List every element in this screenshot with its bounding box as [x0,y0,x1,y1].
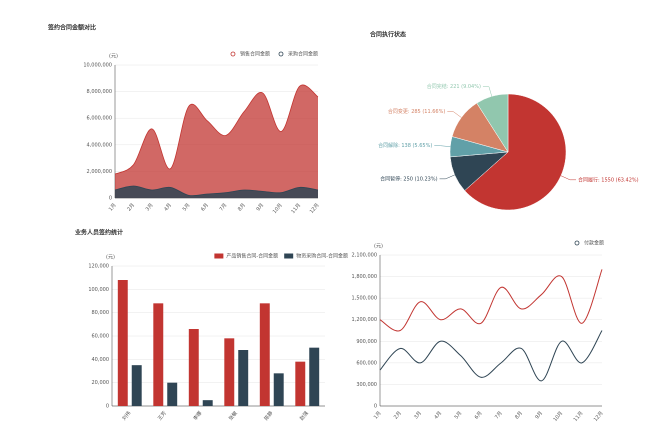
y-tick-label: 0 [109,196,112,202]
x-tick-label: 6月 [200,202,210,212]
bar [309,347,320,406]
chart-title: 合同执行状态 [370,31,406,39]
legend-label: 采购合同金额 [288,51,318,58]
x-tick-label: 10月 [552,410,564,423]
y-tick-label: 4,000,000 [87,142,112,148]
x-tick-label: 3月 [413,410,423,420]
label-line [560,175,577,181]
legend-label: 付款金额 [584,240,604,247]
bar [188,329,199,406]
x-tick-label: 7月 [219,202,229,212]
y-tick-label: 1,500,000 [352,296,377,302]
y-axis-unit: (元) [374,244,383,250]
label-line [482,86,492,97]
bar [224,338,235,406]
x-tick-label: 7月 [494,410,504,420]
y-tick-label: 20,000 [92,380,110,386]
y-tick-label: 100,000 [88,287,109,293]
x-tick-label: 8月 [514,410,524,420]
chart-title: 业务人员签约统计 [75,229,123,237]
y-tick-label: 1,800,000 [352,274,377,280]
x-tick-label: 12月 [593,410,605,423]
bar [259,303,270,406]
line [379,269,603,332]
line [114,185,319,197]
bar [238,350,249,406]
x-tick-label: 9月 [534,410,544,420]
x-tick-label: 8月 [237,202,247,212]
line [379,330,603,382]
x-tick-label: 1月 [108,202,118,212]
x-tick-label: 11月 [573,410,585,423]
chart-title: 签约合同金额对比 [47,24,96,32]
legend-label: 产品销售合同-合同金额 [226,253,278,260]
slice-label: 合同解除: 138 (5.65%) [378,142,432,149]
x-tick-label: 2月 [393,410,403,420]
x-tick-label: 张敏 [227,410,239,422]
legend-swatch [284,253,294,259]
label-line [447,111,462,118]
x-tick-label: 2月 [126,202,136,212]
x-tick-label: 赵强 [298,410,310,422]
x-tick-label: 4月 [163,202,173,212]
y-tick-label: 80,000 [92,310,110,316]
x-tick-label: 李娜 [192,410,204,422]
x-tick-label: 9月 [255,202,265,212]
x-tick-label: 4月 [433,410,443,420]
y-tick-label: 60,000 [92,334,110,340]
area [115,84,318,198]
x-tick-label: 10月 [272,202,284,215]
legend-swatch [214,253,224,259]
slice-label: 合同暂停: 250 (10.23%) [380,175,437,182]
slice-label: 合同完结: 221 (9.04%) [427,83,481,90]
legend-swatch [278,51,284,57]
bar [167,382,178,406]
x-tick-label: 3月 [145,202,155,212]
pie-slice [464,93,567,211]
y-tick-label: 6,000,000 [87,116,112,122]
y-tick-label: 900,000 [356,339,377,345]
legend-label: 销售合同金额 [240,51,270,58]
y-tick-label: 8,000,000 [87,89,112,95]
y-tick-label: 0 [106,404,109,410]
y-tick-label: 300,000 [356,382,377,388]
y-axis-unit: (元) [106,255,115,261]
label-line [439,174,455,180]
y-tick-label: 10,000,000 [83,63,112,69]
x-tick-label: 刘伟 [121,410,133,422]
x-tick-label: 5月 [182,202,192,212]
x-tick-label: 5月 [454,410,464,420]
line [114,84,319,175]
y-tick-label: 2,000,000 [87,169,112,175]
bar [117,280,128,406]
y-tick-label: 600,000 [356,360,377,366]
label-line [434,145,451,147]
bar [273,373,284,406]
bar [131,365,142,406]
legend-swatch [230,51,236,57]
x-tick-label: 1月 [373,410,383,420]
y-axis-unit: (元) [109,54,118,60]
slice-label: 合同变更: 285 (11.66%) [388,108,445,115]
bar [202,400,213,406]
x-tick-label: 6月 [474,410,484,420]
area [115,186,318,198]
y-tick-label: 40,000 [92,357,110,363]
slice-label: 合同履行: 1550 (63.42%) [578,176,639,183]
legend-swatch [574,240,580,246]
y-tick-label: 2,100,000 [352,253,377,259]
y-tick-label: 120,000 [88,264,109,270]
y-tick-label: 1,200,000 [352,317,377,323]
x-tick-label: 陈静 [263,410,275,422]
x-tick-label: 11月 [290,202,302,215]
x-tick-label: 王芳 [156,410,168,422]
bar [295,361,306,406]
x-tick-label: 12月 [309,202,321,215]
bar [153,303,164,406]
legend-label: 物资采购合同-合同金额 [296,253,348,260]
y-tick-label: 0 [374,404,377,410]
